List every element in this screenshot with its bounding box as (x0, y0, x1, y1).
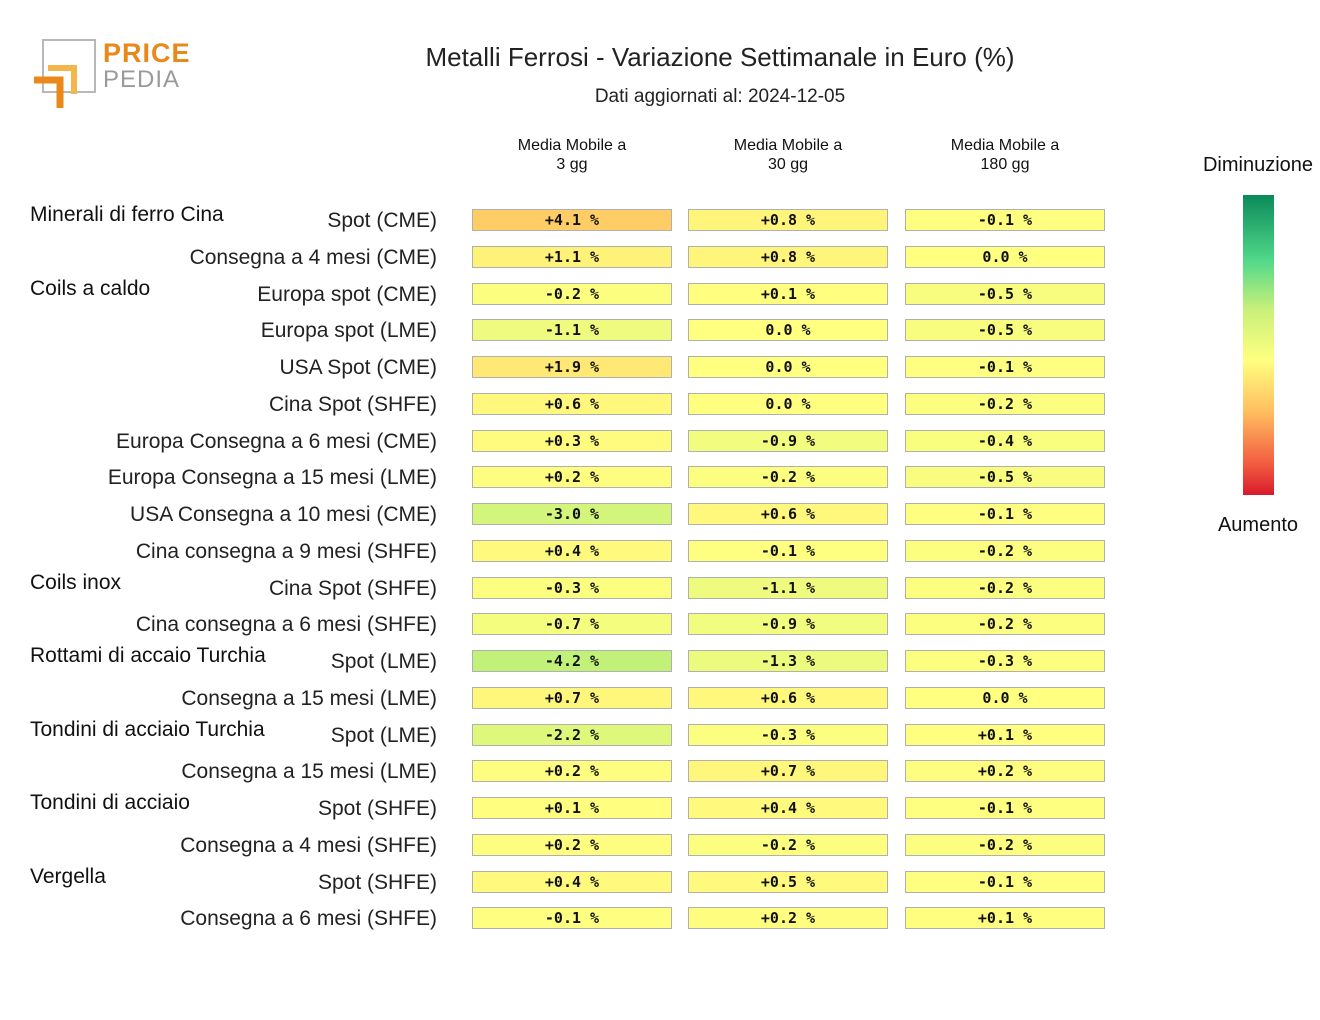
row-label: Spot (CME) (327, 209, 437, 232)
heatmap-cell: +0.2 % (472, 466, 672, 489)
legend-bottom-label: Aumento (1217, 514, 1299, 536)
group-label: Minerali di ferro Cina (30, 203, 224, 226)
heatmap-cell: +0.1 % (472, 797, 672, 819)
heatmap-cell: +0.4 % (472, 870, 672, 893)
heatmap-cell: +0.3 % (472, 429, 672, 452)
heatmap-cell: +0.5 % (688, 870, 888, 893)
heatmap-cell: +0.2 % (472, 760, 672, 783)
heatmap-cell: -0.5 % (905, 319, 1105, 342)
row-label: Europa Consegna a 15 mesi (LME) (107, 466, 437, 490)
heatmap-cell: +1.1 % (472, 245, 672, 268)
row-label: Spot (LME) (330, 650, 437, 673)
heatmap-cell: -1.1 % (472, 319, 672, 342)
group-label: Tondini di acciaio (30, 791, 190, 814)
heatmap-cell: -0.1 % (905, 870, 1105, 893)
heatmap-cell: +0.8 % (688, 245, 888, 268)
heatmap-cell: -0.2 % (905, 833, 1105, 856)
pricepedia-logo (34, 39, 96, 108)
heatmap-cell: +0.6 % (472, 392, 672, 415)
heatmap-cell: +0.6 % (688, 503, 888, 525)
heatmap-cell: -0.9 % (688, 429, 888, 452)
heatmap-cell: +4.1 % (472, 209, 672, 231)
heatmap-cell: -0.5 % (905, 282, 1105, 305)
heatmap-cell: +0.2 % (472, 833, 672, 856)
heatmap-cell: -0.1 % (905, 209, 1105, 231)
heatmap-cell: -0.2 % (905, 613, 1105, 636)
heatmap-cell: +0.7 % (472, 686, 672, 709)
group-label: Coils inox (30, 570, 122, 594)
heatmap-cell: -0.9 % (688, 613, 888, 636)
column-header: Media Mobile a 180 gg (950, 137, 1060, 173)
heatmap-cell: 0.0 % (688, 319, 888, 342)
row-label: Spot (LME) (330, 723, 437, 747)
heatmap-cell: -0.1 % (472, 907, 672, 930)
heatmap-cell: -0.2 % (688, 466, 888, 489)
row-label: Consegna a 4 mesi (CME) (189, 245, 437, 269)
heatmap-cell: -0.2 % (905, 576, 1105, 599)
heatmap-cell: +0.1 % (905, 723, 1105, 746)
heatmap-cell: 0.0 % (688, 356, 888, 378)
legend-top-label: Diminuzione (1202, 154, 1314, 176)
heatmap-cell: +0.7 % (688, 760, 888, 783)
row-label: Consegna a 4 mesi (SHFE) (180, 833, 437, 857)
heatmap-cell: -4.2 % (472, 650, 672, 672)
heatmap-cell: -1.1 % (688, 576, 888, 599)
row-label: Cina Spot (SHFE) (268, 576, 437, 600)
heatmap-cell: +0.1 % (905, 907, 1105, 930)
row-label: Consegna a 15 mesi (LME) (181, 686, 437, 710)
row-label: Spot (SHFE) (317, 870, 437, 894)
heatmap-cell: -0.2 % (688, 833, 888, 856)
chart-title: Metalli Ferrosi - Variazione Settimanale… (425, 42, 1015, 72)
heatmap-cell: +0.8 % (688, 209, 888, 231)
row-label: Europa spot (LME) (260, 319, 437, 343)
heatmap-cell: +0.4 % (688, 797, 888, 819)
group-label: Coils a caldo (30, 276, 151, 300)
heatmap-cell: -0.2 % (905, 392, 1105, 415)
heatmap-cell: -0.2 % (472, 282, 672, 305)
heatmap-cell: -0.1 % (905, 797, 1105, 819)
heatmap-cell: -3.0 % (472, 503, 672, 525)
heatmap-cell: -0.4 % (905, 429, 1105, 452)
logo-text-price: PRICE (103, 38, 191, 68)
row-label: Cina consegna a 9 mesi (SHFE) (135, 539, 437, 563)
heatmap-cell: -1.3 % (688, 650, 888, 672)
heatmap-cell: -2.2 % (472, 723, 672, 746)
row-label: Europa spot (CME) (257, 282, 437, 306)
heatmap-cell: -0.3 % (905, 650, 1105, 672)
row-label: Cina Spot (SHFE) (268, 392, 437, 416)
heatmap-cell: 0.0 % (905, 245, 1105, 268)
heatmap-cell: -0.1 % (905, 503, 1105, 525)
heatmap-cell: -0.7 % (472, 613, 672, 636)
column-header: Media Mobile a 30 gg (733, 137, 843, 173)
row-label: Europa Consegna a 6 mesi (CME) (116, 429, 437, 453)
row-label: Consegna a 6 mesi (SHFE) (180, 907, 437, 931)
row-label: USA Consegna a 10 mesi (CME) (130, 503, 437, 526)
heatmap-cell: 0.0 % (688, 392, 888, 415)
row-label: USA Spot (CME) (279, 356, 437, 379)
heatmap-cell: +0.4 % (472, 539, 672, 562)
row-label: Consegna a 15 mesi (LME) (181, 760, 437, 784)
heatmap-cell: +1.9 % (472, 356, 672, 378)
row-label: Spot (SHFE) (317, 797, 437, 820)
heatmap-cell: +0.2 % (688, 907, 888, 930)
heatmap-cell: +0.2 % (905, 760, 1105, 783)
legend-color-bar (1243, 195, 1274, 495)
heatmap-cell: 0.0 % (905, 686, 1105, 709)
heatmap-cell: +0.1 % (688, 282, 888, 305)
group-label: Tondini di acciaio Turchia (30, 717, 265, 741)
group-label: Rottami di accaio Turchia (30, 644, 266, 667)
group-label: Vergella (30, 864, 106, 888)
heatmap-cell: -0.1 % (905, 356, 1105, 378)
row-label: Cina consegna a 6 mesi (SHFE) (135, 613, 437, 637)
chart-subtitle: Dati aggiornati al: 2024-12-05 (594, 86, 846, 107)
heatmap-cell: -0.2 % (905, 539, 1105, 562)
heatmap-cell: -0.3 % (472, 576, 672, 599)
heatmap-cell: -0.5 % (905, 466, 1105, 489)
heatmap-cell: -0.1 % (688, 539, 888, 562)
heatmap-cell: +0.6 % (688, 686, 888, 709)
logo-text-pedia: PEDIA (103, 66, 181, 93)
heatmap-cell: -0.3 % (688, 723, 888, 746)
